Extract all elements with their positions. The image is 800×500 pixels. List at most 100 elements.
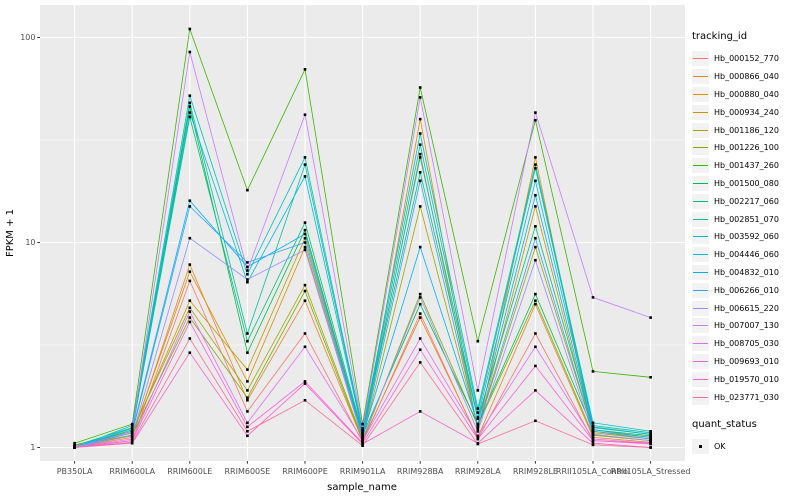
- legend-item-label: Hb_004446_060: [714, 250, 779, 260]
- legend-key-swatch: [692, 229, 709, 245]
- data-point: [591, 430, 595, 433]
- data-point: [303, 283, 307, 287]
- data-point: [534, 236, 537, 240]
- data-point: [476, 434, 480, 438]
- legend-key-swatch: [692, 193, 709, 209]
- legend-item-label: Hb_000152_770: [714, 54, 779, 64]
- x-tick-label: RRIM600PE: [282, 467, 328, 476]
- legend-item-Hb_002217_060: Hb_002217_060: [692, 192, 798, 210]
- legend-key-line: [693, 343, 708, 345]
- legend-item-Hb_003592_060: Hb_003592_060: [692, 228, 798, 246]
- legend-item-Hb_007007_130: Hb_007007_130: [692, 317, 798, 335]
- data-point: [303, 236, 307, 240]
- data-point: [246, 425, 249, 429]
- legend-item-Hb_001437_260: Hb_001437_260: [692, 157, 798, 175]
- data-point: [246, 389, 249, 392]
- legend-item-Hb_000866_040: Hb_000866_040: [692, 68, 798, 86]
- data-point: [188, 310, 192, 313]
- data-points: [73, 27, 652, 449]
- legend-key-line: [693, 325, 708, 327]
- data-point: [188, 199, 192, 202]
- legend-key-swatch: [692, 300, 709, 316]
- data-point: [476, 437, 480, 441]
- data-point: [130, 427, 134, 430]
- legend-key-swatch: [692, 353, 709, 369]
- data-point: [188, 279, 192, 283]
- legend-item-Hb_019570_010: Hb_019570_010: [692, 370, 798, 388]
- data-point: [361, 439, 364, 442]
- data-point: [418, 132, 422, 135]
- data-point: [188, 263, 192, 266]
- legend-key-swatch: [692, 158, 709, 174]
- legend-key-line: [693, 396, 708, 398]
- data-point: [246, 269, 249, 272]
- data-point: [591, 296, 595, 299]
- data-point: [649, 434, 652, 438]
- legend-item-label: Hb_009693_010: [714, 356, 779, 366]
- legend-title-quant: quant_status: [692, 418, 757, 430]
- data-point: [534, 194, 537, 197]
- data-point: [418, 296, 422, 299]
- legend: tracking_id Hb_000152_770 Hb_000866_040 Hb…: [692, 30, 798, 456]
- data-point: [303, 221, 307, 224]
- data-point: [188, 351, 192, 354]
- data-point: [188, 299, 192, 302]
- legend-key-line: [693, 289, 708, 291]
- legend-key-swatch: [692, 264, 709, 280]
- legend-key-line: [693, 165, 708, 167]
- data-point: [418, 361, 422, 364]
- legend-title-tracking: tracking_id: [692, 31, 748, 42]
- data-point: [649, 430, 652, 433]
- data-point: [303, 175, 307, 178]
- legend-key-swatch: [692, 104, 709, 120]
- data-point: [361, 437, 364, 441]
- legend-key-line: [693, 129, 708, 131]
- legend-item-label: Hb_002217_060: [714, 196, 779, 206]
- data-point: [534, 111, 537, 114]
- data-point: [303, 241, 307, 244]
- data-point: [418, 312, 422, 315]
- data-point: [649, 376, 652, 379]
- data-point: [476, 425, 480, 429]
- data-point: [476, 411, 480, 414]
- data-point: [476, 424, 480, 427]
- data-point: [246, 261, 249, 264]
- data-point: [188, 205, 192, 208]
- data-point: [303, 299, 307, 302]
- legend-key-swatch: [692, 247, 709, 263]
- data-point: [246, 380, 249, 383]
- legend-item-label: Hb_006266_010: [714, 285, 779, 295]
- data-point: [188, 27, 192, 31]
- data-point: [476, 430, 480, 433]
- data-point: [188, 111, 192, 114]
- data-point: [246, 396, 249, 399]
- data-point: [303, 345, 307, 349]
- legend-item-Hb_001226_100: Hb_001226_100: [692, 139, 798, 157]
- data-point: [591, 436, 595, 439]
- data-point: [361, 431, 364, 435]
- data-point: [130, 439, 134, 442]
- data-point: [246, 265, 249, 269]
- legend-key-swatch: [692, 122, 709, 138]
- data-point: [246, 332, 249, 335]
- legend-item-Hb_000934_240: Hb_000934_240: [692, 103, 798, 121]
- data-point: [649, 446, 652, 449]
- data-point: [418, 171, 422, 174]
- legend-key-line: [693, 93, 708, 95]
- data-point: [361, 434, 364, 438]
- data-point: [649, 431, 652, 435]
- data-point: [534, 163, 537, 166]
- data-point: [418, 245, 422, 249]
- y-tick-label: 10: [25, 238, 35, 247]
- data-point: [130, 437, 134, 441]
- legend-key-line: [693, 254, 708, 256]
- legend-key-line: [693, 147, 708, 149]
- data-point: [188, 316, 192, 319]
- legend-item-label: Hb_001226_100: [714, 143, 779, 153]
- data-point: [476, 407, 480, 410]
- legend-item-label: Hb_001437_260: [714, 161, 779, 171]
- data-point: [246, 399, 249, 402]
- data-point: [303, 113, 307, 116]
